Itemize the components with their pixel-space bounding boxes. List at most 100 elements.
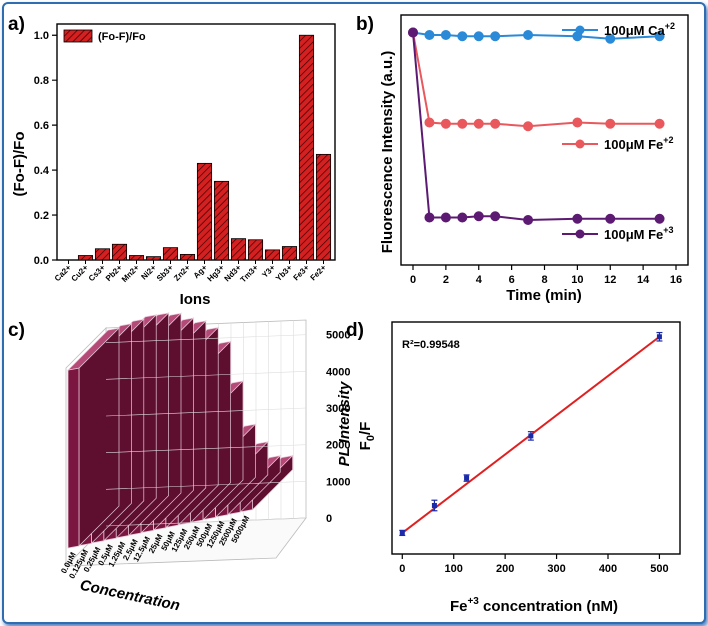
panel-b-label: b)	[356, 14, 374, 35]
d-point	[399, 530, 405, 536]
b-legend-text: 100μM Ca+2	[604, 21, 675, 38]
c-z-axis: 0 1000 2000 3000 4000 5000	[105, 330, 350, 527]
b-point	[457, 31, 468, 42]
b-xtick-label: 14	[637, 274, 650, 286]
b-point	[523, 215, 534, 225]
d-point	[528, 433, 534, 439]
b-point	[605, 213, 616, 224]
b-point	[457, 212, 468, 223]
a-xtick-label: Hg3+	[206, 263, 227, 284]
b-xtick-label: 10	[571, 274, 583, 286]
b-legend-text: 100μM Fe+2	[604, 135, 674, 152]
a-bar	[196, 162, 213, 261]
d-xtick-label: 200	[496, 563, 514, 575]
b-point	[523, 121, 534, 132]
d-points	[399, 331, 663, 537]
d-ylabel-post: /F	[357, 422, 374, 435]
c-zgrid-line	[105, 371, 307, 380]
d-xtick-label: 0	[399, 563, 405, 575]
b-point	[572, 117, 583, 128]
a-x-axis: Ca2+Cu2+Cs3+Pb2+Mn2+Ni2+Sb3+Zn2+ Ag+Hg3+N…	[53, 260, 328, 284]
a-ytick-label: 0.8	[34, 75, 49, 87]
b-point	[457, 118, 468, 129]
b-series-line	[412, 32, 660, 222]
a-ytick-label: 0.4	[34, 165, 50, 177]
a-y-axis: 0.0 0.2 0.4 0.6 0.8 1.0	[34, 30, 57, 267]
b-point	[605, 118, 616, 129]
b-ylabel: Fluorescence Intensity (a.u.)	[379, 51, 396, 254]
c-xlabel: Concentration	[78, 577, 181, 615]
c-zgrid-line	[105, 517, 307, 527]
a-ylabel: (Fo-F)/Fo	[11, 132, 28, 197]
d-x-axis: 0 100 200 300 400 500	[399, 554, 669, 575]
a-ytick-label: 1.0	[34, 30, 49, 42]
a-xtick-label: Cu2+	[70, 263, 91, 284]
d-xtick-label: 400	[599, 563, 617, 575]
a-xtick-label: Cs3+	[87, 263, 107, 283]
b-legend-marker	[575, 25, 585, 35]
a-ytick-label: 0.2	[34, 210, 49, 222]
a-xtick-label: Tm3+	[239, 263, 261, 285]
b-point	[440, 212, 451, 223]
a-bar	[213, 180, 230, 261]
c-bar-front	[67, 367, 80, 549]
b-xtick-label: 4	[476, 274, 483, 286]
a-xtick-label: Ca2+	[53, 263, 73, 283]
b-legend-name: 100μM Fe	[604, 227, 663, 242]
c-ztick-label: 3000	[326, 403, 350, 415]
a-xtick-label: Zn2+	[172, 263, 192, 283]
b-point	[490, 118, 501, 129]
panel-d: d) R²=0.99548 F0/F Fe+3 concentration (n…	[346, 320, 681, 615]
c-ztick-label: 2000	[326, 440, 350, 452]
b-legend-sup: +3	[663, 225, 673, 235]
b-series	[408, 27, 665, 225]
b-legend-text: 100μM Fe+3	[604, 225, 674, 242]
a-bar	[179, 253, 196, 261]
b-point	[654, 213, 665, 224]
d-plot-frame	[391, 321, 681, 555]
a-ytick-label: 0.0	[34, 255, 49, 267]
a-bar	[230, 238, 247, 261]
b-point	[473, 31, 484, 42]
a-xtick-label: Fe2+	[308, 263, 328, 283]
b-xtick-label: 2	[443, 274, 449, 286]
b-xtick-label: 12	[604, 274, 616, 286]
b-point	[572, 213, 583, 224]
b-point	[473, 118, 484, 129]
a-xtick-label: Ni2+	[139, 263, 158, 282]
a-legend-text: (Fo-F)/Fo	[98, 31, 146, 43]
b-xlabel: Time (min)	[506, 287, 582, 304]
c-zgrid-line	[105, 481, 307, 490]
d-point	[656, 334, 662, 340]
b-point	[523, 30, 534, 40]
panel-b: b) Fluorescence Intensity (a.u.) Time (m…	[356, 14, 689, 304]
d-xlabel-pre: Fe	[450, 598, 468, 615]
a-xtick-label: Fe3+	[291, 263, 311, 283]
b-point	[473, 211, 484, 222]
c-zgrid-line	[105, 334, 307, 343]
c-ztick-label: 0	[326, 513, 332, 525]
a-bar	[128, 255, 145, 261]
b-legend-sup: +2	[665, 21, 675, 31]
b-legend-sup: +2	[663, 135, 673, 145]
panel-d-label: d)	[346, 320, 364, 341]
d-ylabel-pre: F	[357, 441, 374, 450]
b-legend-marker	[575, 139, 585, 149]
c-ztick-label: 4000	[326, 366, 350, 378]
a-xlabel: Ions	[180, 291, 211, 308]
c-zgrid-line	[105, 444, 307, 453]
c-ztick-label: 1000	[326, 476, 350, 488]
a-plot-frame	[56, 23, 336, 261]
d-ylabel-sub: 0	[365, 435, 377, 441]
d-xlabel: Fe+3 concentration (nM)	[450, 596, 618, 615]
a-xtick-label: Yb3+	[274, 263, 294, 283]
b-point	[440, 118, 451, 129]
d-xtick-label: 500	[650, 563, 668, 575]
b-xtick-label: 8	[541, 274, 547, 286]
b-point	[440, 30, 451, 40]
panel-a: a) (Fo-F)/Fo Ions (Fo-F)/Fo 0.0 0.2 0.4 0.6…	[8, 14, 336, 308]
a-bar	[281, 246, 298, 261]
d-point	[464, 475, 470, 481]
d-ylabel: F0/F	[357, 422, 377, 451]
